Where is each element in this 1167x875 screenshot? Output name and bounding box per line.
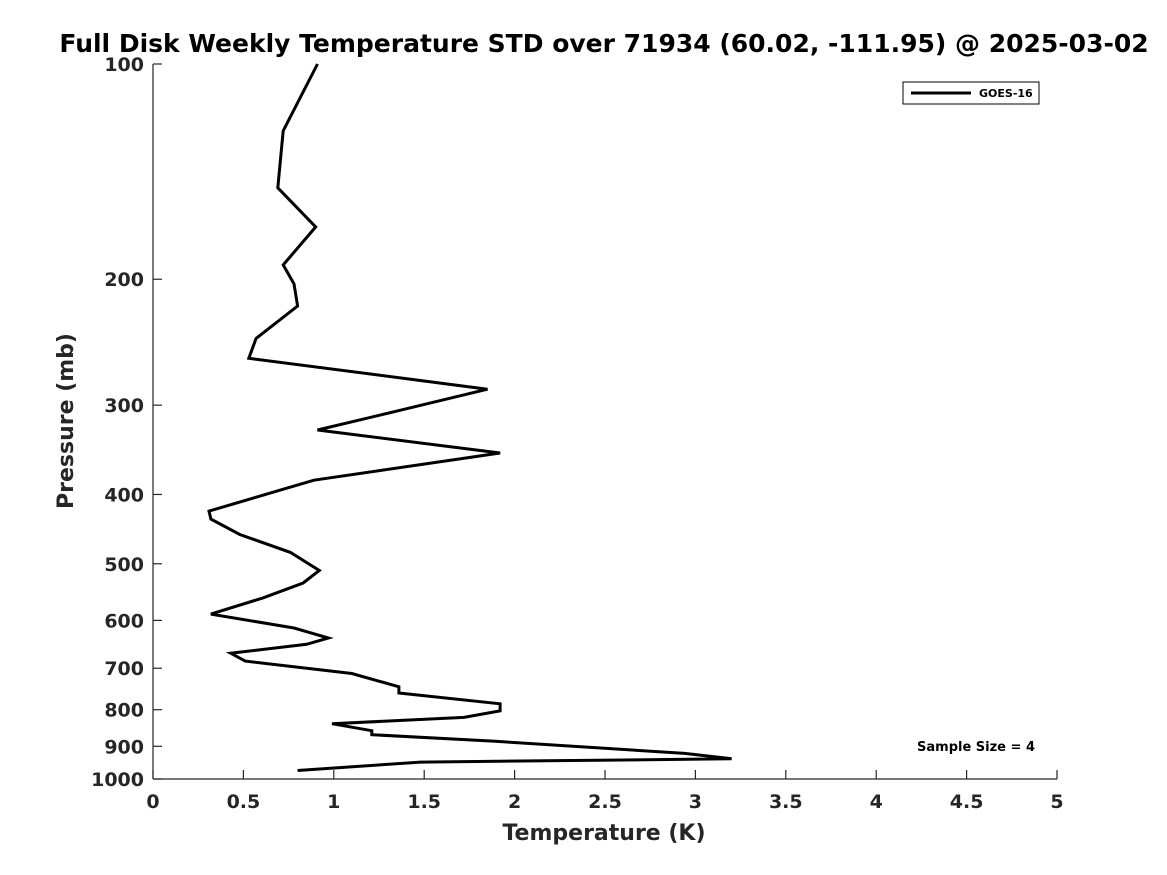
y-tick-label: 200 bbox=[104, 269, 144, 291]
chart-title: Full Disk Weekly Temperature STD over 71… bbox=[59, 29, 1148, 58]
y-tick-label: 700 bbox=[104, 658, 144, 680]
x-tick-label: 4 bbox=[870, 791, 883, 813]
x-tick-label: 1 bbox=[327, 791, 340, 813]
x-tick-label: 0.5 bbox=[227, 791, 261, 813]
series-layer bbox=[207, 63, 732, 772]
y-tick-label: 500 bbox=[104, 554, 144, 576]
x-tick-label: 2 bbox=[508, 791, 521, 813]
x-tick-label: 4.5 bbox=[950, 791, 984, 813]
y-tick-label: 1000 bbox=[91, 769, 144, 791]
y-tick-label: 800 bbox=[104, 700, 144, 722]
y-tick-label: 300 bbox=[104, 395, 144, 417]
x-tick-label: 0 bbox=[146, 791, 159, 813]
y-tick-label: 600 bbox=[104, 610, 144, 632]
x-axis-label: Temperature (K) bbox=[502, 821, 705, 846]
x-tick-label: 5 bbox=[1050, 791, 1063, 813]
legend-label-goes-16: GOES-16 bbox=[979, 87, 1033, 100]
series-line-goes-16 bbox=[207, 63, 732, 772]
x-tick-label: 3 bbox=[689, 791, 702, 813]
sample-size-annotation: Sample Size = 4 bbox=[917, 740, 1035, 755]
x-tick-label: 2.5 bbox=[588, 791, 622, 813]
y-ticks: 100 200 300 400 500 600 700 800 900 1000 bbox=[91, 54, 162, 791]
x-ticks: 0 0.5 1 1.5 2 2.5 3 3.5 4 4.5 5 bbox=[146, 770, 1064, 813]
y-tick-label: 900 bbox=[104, 736, 144, 758]
y-axis-label: Pressure (mb) bbox=[54, 333, 79, 509]
y-tick-label: 400 bbox=[104, 484, 144, 506]
y-tick-label: 100 bbox=[104, 54, 144, 76]
x-tick-label: 3.5 bbox=[769, 791, 803, 813]
legend: GOES-16 bbox=[902, 81, 1040, 105]
x-tick-label: 1.5 bbox=[407, 791, 441, 813]
